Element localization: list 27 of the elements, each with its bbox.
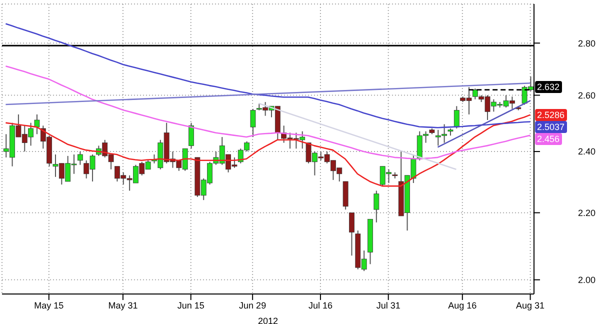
x-tick-label: May 15	[34, 300, 64, 310]
y-tick-label: 2.40	[578, 146, 596, 157]
x-tick-label: Aug 16	[448, 300, 477, 310]
data-label: 2.5286	[535, 108, 567, 121]
y-tick-label: 2.20	[578, 208, 596, 218]
x-tick-label: Jul 31	[376, 300, 400, 310]
line-series	[5, 23, 531, 128]
data-label: 2.5037	[535, 120, 567, 133]
x-tick-label: Jul 16	[308, 300, 332, 310]
y-tick-label: 2.80	[578, 38, 596, 48]
y-tick-label: 2.00	[578, 274, 596, 285]
candlestick	[454, 106, 460, 129]
x-tick-label: Jun 15	[177, 300, 204, 310]
x-axis-title: 2012	[258, 316, 278, 324]
y-tick-label: 2.60	[578, 90, 596, 100]
text: 2.632	[537, 82, 560, 92]
x-tick-label: May 31	[108, 300, 138, 310]
candlestick	[250, 108, 256, 138]
candlestick	[188, 122, 194, 150]
candlestick	[349, 212, 354, 256]
data-label: 2.456	[535, 132, 562, 145]
candlestick	[77, 151, 83, 166]
candlestick	[34, 114, 40, 135]
x-tick-label: Aug 31	[516, 300, 545, 310]
x-tick-label: Jun 29	[239, 300, 266, 310]
line-series	[5, 114, 531, 187]
candlestick	[374, 190, 380, 223]
